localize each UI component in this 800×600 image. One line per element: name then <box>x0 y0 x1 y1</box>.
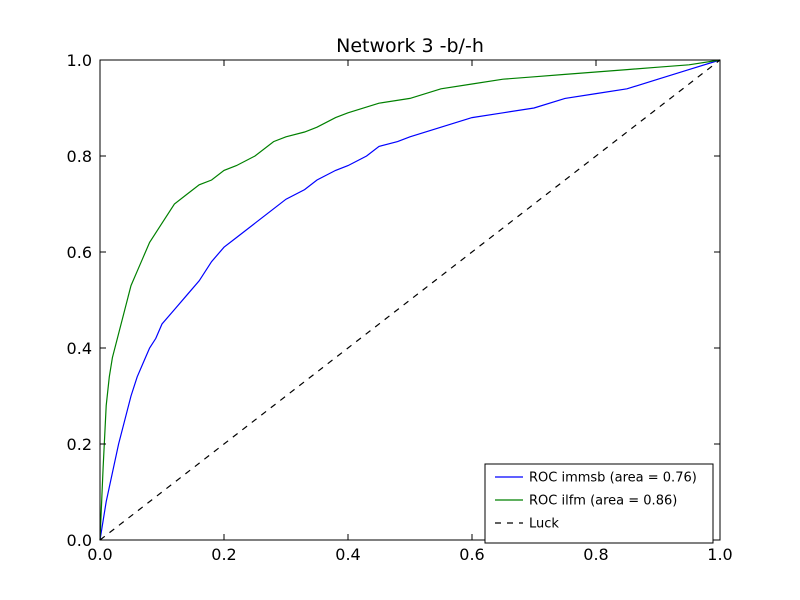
legend: ROC immsb (area = 0.76) ROC ilfm (area = … <box>484 463 714 544</box>
x-tick-label-3: 0.6 <box>459 545 484 564</box>
series-line-2 <box>99 59 721 541</box>
y-tick-label-0: 0.0 <box>67 531 92 550</box>
chart-title: Network 3 -b/-h <box>336 35 484 57</box>
legend-label-0: ROC immsb (area = 0.76) <box>529 471 697 486</box>
x-tick-label-4: 0.8 <box>583 545 608 564</box>
x-tick-label-0: 0.0 <box>87 545 112 564</box>
y-tick-label-5: 1.0 <box>67 51 92 70</box>
series-line-1 <box>99 59 721 541</box>
x-tick-label-2: 0.4 <box>335 545 360 564</box>
tick-layer: 0.0 0.2 0.4 0.6 0.8 1.0 0.0 0.2 0.4 0.6 0.8 1.0 <box>67 51 733 564</box>
x-tick-label-1: 0.2 <box>211 545 236 564</box>
legend-label-2: Luck <box>529 517 559 532</box>
legend-label-1: ROC ilfm (area = 0.86) <box>529 494 677 509</box>
y-tick-label-4: 0.8 <box>67 147 92 166</box>
plot-frame <box>99 59 721 541</box>
y-tick-label-3: 0.6 <box>67 243 92 262</box>
y-tick-label-2: 0.4 <box>67 339 92 358</box>
y-tick-label-1: 0.2 <box>67 435 92 454</box>
x-tick-label-5: 1.0 <box>707 545 732 564</box>
series-line-0 <box>99 59 721 541</box>
series-layer <box>99 59 721 541</box>
